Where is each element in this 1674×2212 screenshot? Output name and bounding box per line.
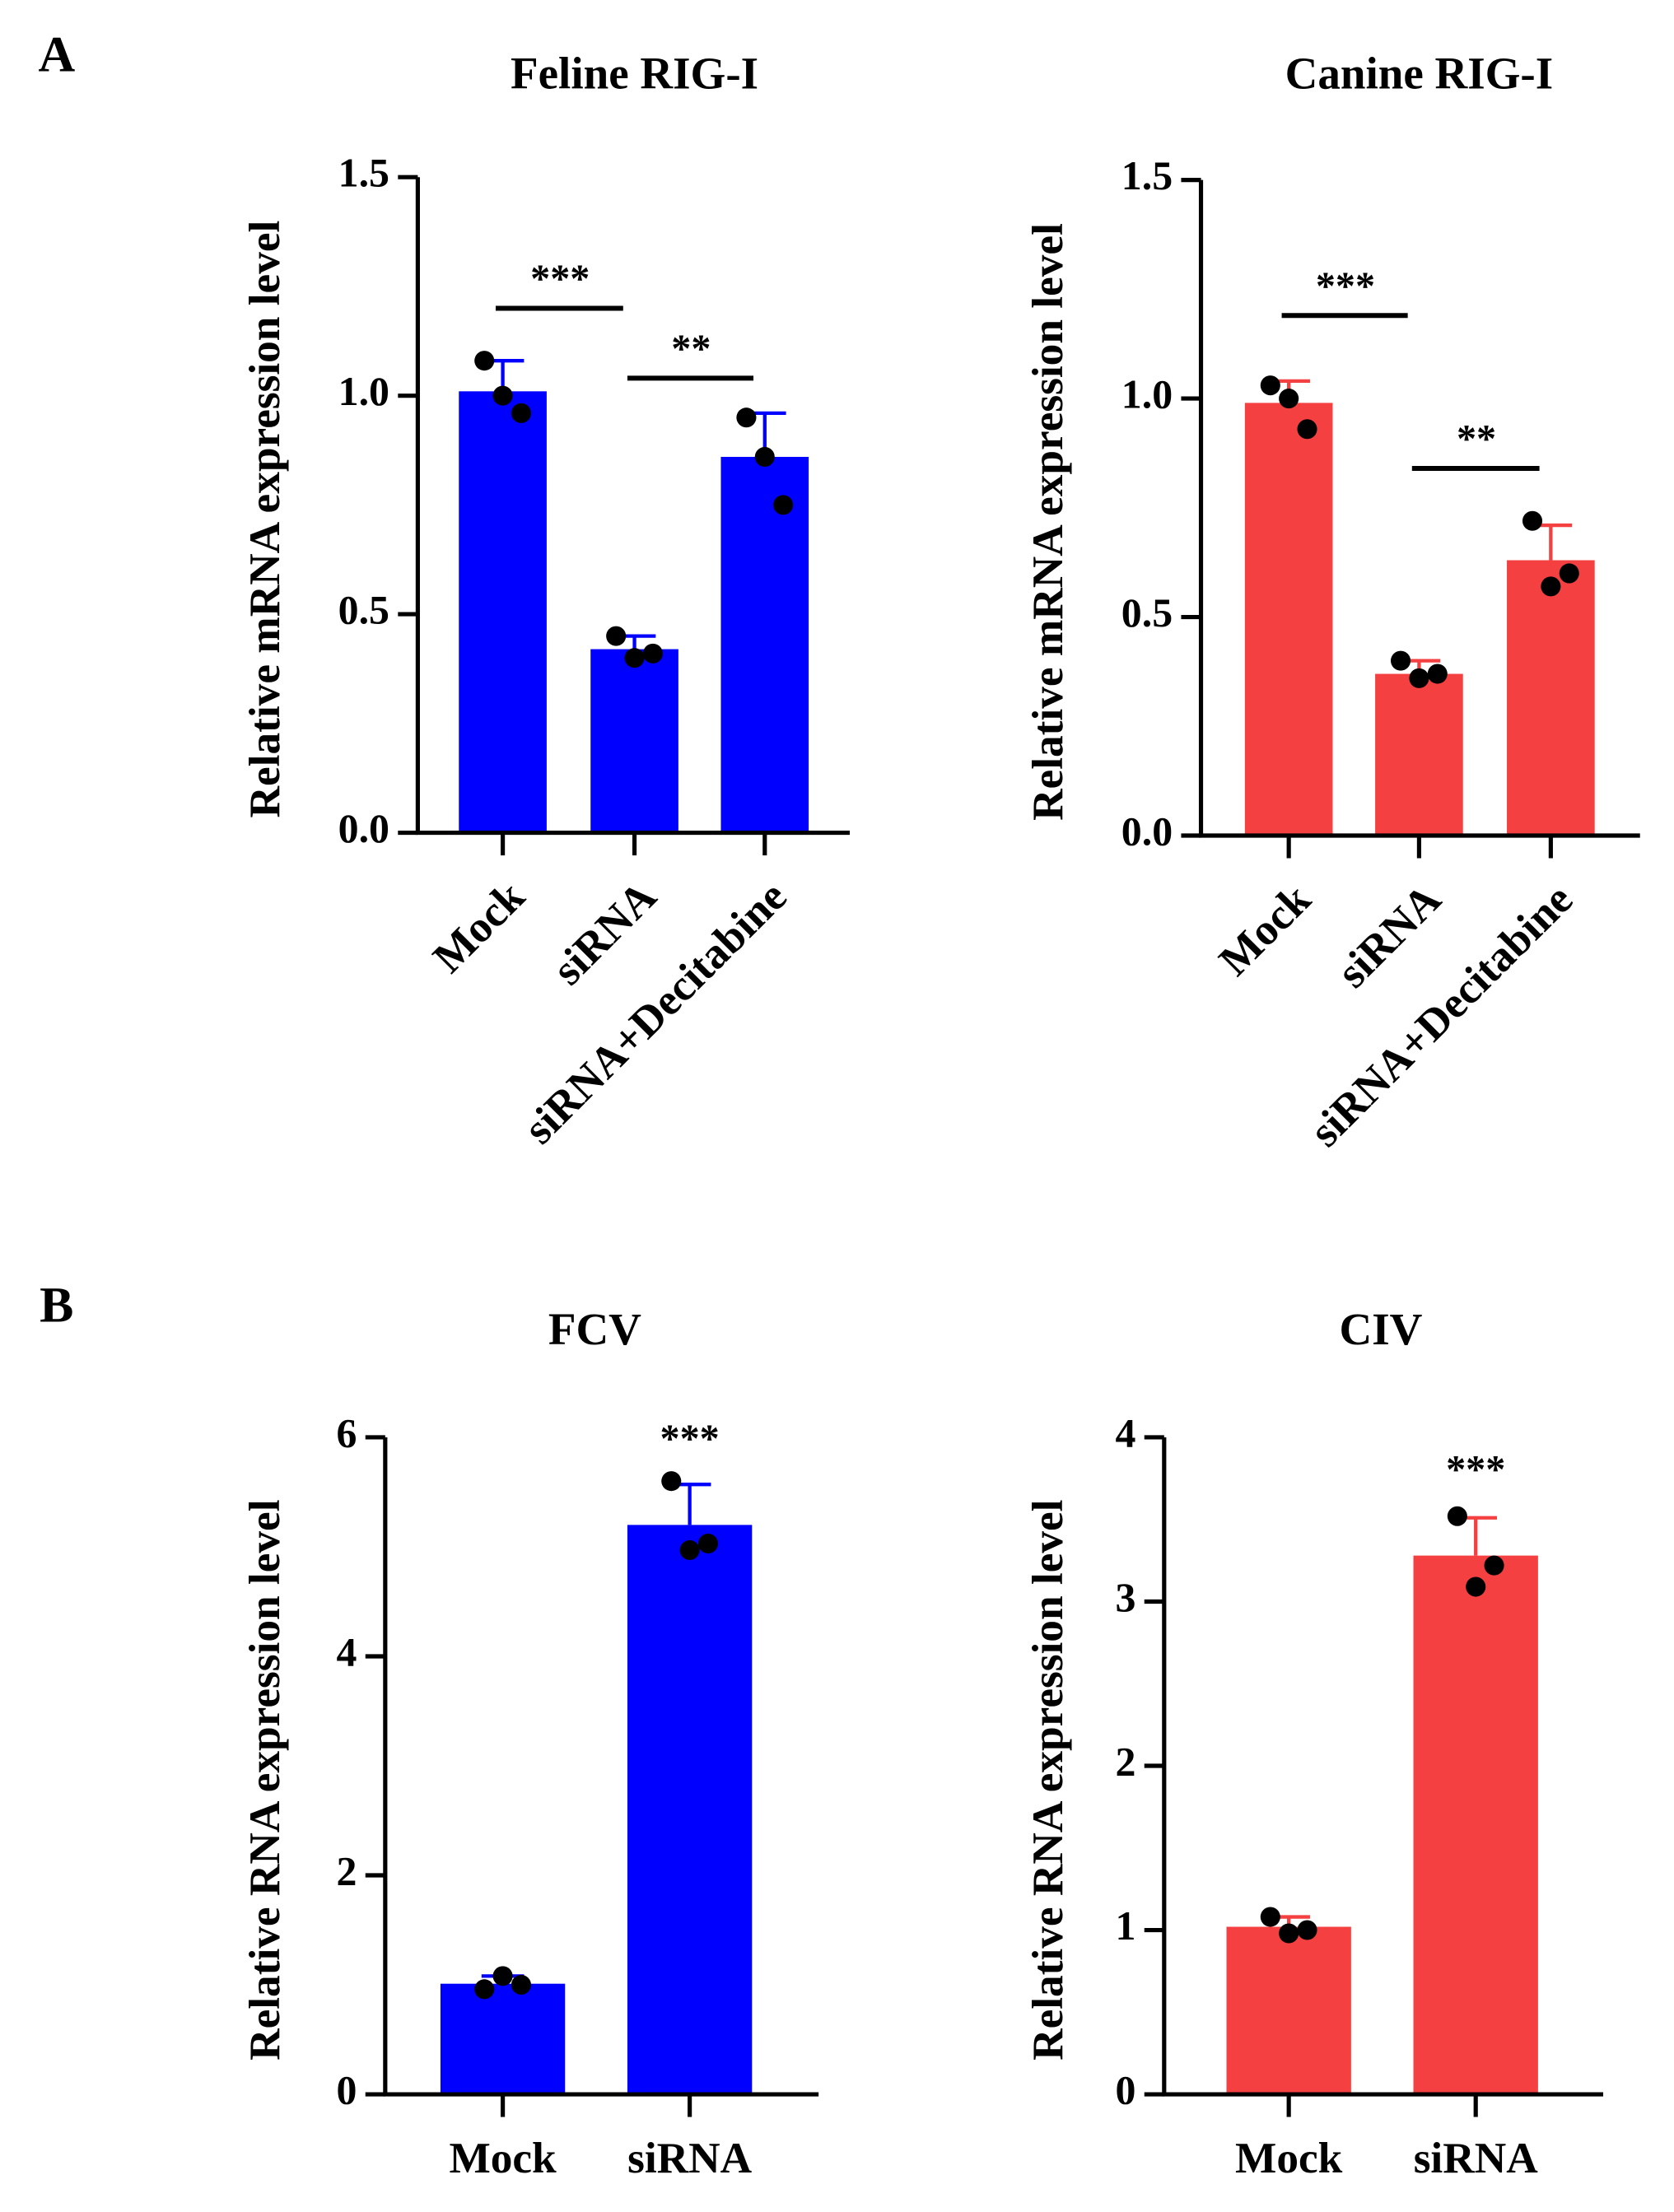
x-tick-label: Mock	[1235, 2133, 1343, 2182]
y-axis-label: Relative RNA expression level	[240, 1499, 289, 2060]
data-point	[736, 407, 757, 428]
significance-label: ***	[530, 258, 590, 301]
y-axis-label: Relative RNA expression level	[1023, 1499, 1072, 2060]
axes	[1162, 1437, 1604, 2097]
data-point	[1279, 389, 1299, 409]
x-tick-label: siRNA	[1327, 874, 1451, 998]
data-point	[492, 1966, 513, 1986]
data-point	[624, 648, 645, 668]
y-tick-label: 0.5	[338, 588, 389, 633]
data-point	[679, 1539, 700, 1561]
data-point	[1297, 419, 1317, 440]
significance-label: ***	[660, 1418, 720, 1461]
data-point	[474, 351, 495, 371]
data-point	[492, 385, 513, 406]
data-point	[511, 1974, 531, 1995]
data-point	[1297, 1920, 1317, 1940]
data-point	[642, 643, 663, 664]
y-tick-label: 1	[1115, 1903, 1135, 1949]
y-tick-label: 2	[1115, 1739, 1135, 1784]
x-tick-label: siRNA	[543, 871, 666, 994]
axes	[1198, 179, 1640, 838]
data-point	[1522, 510, 1543, 531]
panel-label: A	[38, 27, 75, 83]
data-point	[1279, 1923, 1299, 1944]
panel-label: B	[40, 1277, 73, 1333]
y-tick-label: 1.5	[338, 151, 389, 196]
bar	[627, 1525, 753, 2095]
bar	[459, 391, 547, 833]
axes	[415, 177, 850, 836]
significance-label: ***	[1446, 1448, 1505, 1492]
y-tick-label: 1.5	[1121, 153, 1173, 198]
x-tick-label: Mock	[449, 2133, 557, 2182]
data-point	[474, 1979, 495, 2000]
significance-label: ***	[1316, 264, 1375, 308]
bar	[1244, 403, 1333, 836]
data-point	[1260, 375, 1280, 396]
significance-label: **	[1457, 417, 1496, 461]
data-point	[1260, 1907, 1280, 1927]
axes	[383, 1437, 819, 2097]
data-point	[697, 1533, 719, 1554]
x-tick-label: siRNA	[1414, 2133, 1539, 2182]
y-tick-label: 1.0	[338, 369, 389, 414]
significance-label: **	[671, 328, 711, 371]
error-bar	[668, 1483, 711, 1525]
data-point	[1447, 1506, 1467, 1526]
chart-title: FCV	[548, 1304, 641, 1354]
data-point	[773, 495, 794, 515]
x-tick-label: Mock	[423, 871, 534, 982]
y-tick-label: 4	[336, 1629, 357, 1674]
x-tick-label: siRNA	[627, 2133, 753, 2182]
bar	[1375, 673, 1463, 836]
bar	[1413, 1555, 1538, 2095]
y-tick-label: 0	[336, 2067, 357, 2112]
chart-title: Feline RIG-I	[511, 48, 758, 98]
y-tick-label: 1.0	[1121, 372, 1173, 417]
y-tick-label: 0.5	[1121, 590, 1173, 636]
data-point	[1559, 563, 1579, 584]
bar	[1507, 560, 1595, 836]
data-point	[1391, 650, 1411, 671]
data-point	[1427, 664, 1448, 684]
data-point	[1484, 1555, 1504, 1576]
y-tick-label: 0.0	[1121, 808, 1173, 854]
error-bar	[1529, 523, 1573, 561]
data-point	[1466, 1576, 1486, 1597]
y-tick-label: 4	[1115, 1410, 1135, 1455]
bar	[1226, 1926, 1351, 2095]
y-tick-label: 3	[1115, 1575, 1135, 1620]
bar	[440, 1983, 566, 2095]
data-point	[511, 403, 531, 423]
y-tick-label: 0	[1115, 2067, 1135, 2112]
x-tick-label: Mock	[1209, 874, 1320, 985]
y-tick-label: 0.0	[338, 806, 389, 851]
chart-title: CIV	[1340, 1304, 1423, 1354]
data-point	[606, 626, 627, 646]
data-point	[754, 446, 775, 468]
y-tick-label: 6	[336, 1410, 357, 1455]
y-axis-label: Relative mRNA expression level	[240, 221, 289, 818]
chart-title: Canine RIG-I	[1285, 48, 1554, 98]
y-axis-label: Relative mRNA expression level	[1023, 223, 1072, 821]
y-tick-label: 2	[336, 1848, 357, 1893]
bar	[590, 649, 678, 833]
data-point	[1541, 576, 1561, 597]
data-point	[661, 1471, 682, 1492]
data-point	[1409, 668, 1429, 688]
bar	[720, 456, 809, 833]
